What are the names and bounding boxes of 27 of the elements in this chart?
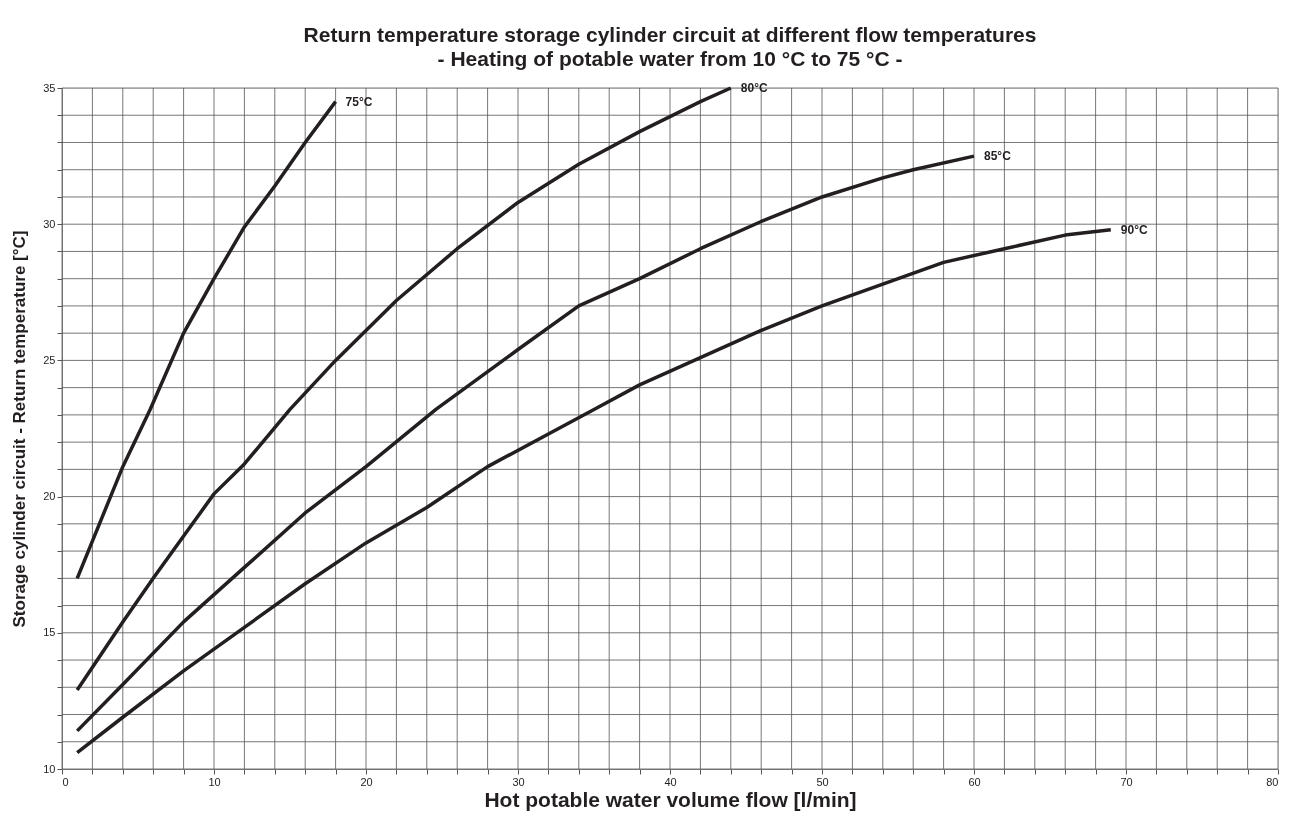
y-tick-label: 15 [43, 626, 56, 639]
x-tick-label: 80 [1266, 775, 1279, 788]
x-tick-label: 40 [664, 775, 677, 788]
y-axis-title: Storage cylinder circuit - Return temperature [°C] [10, 230, 30, 628]
x-tick-label: 0 [62, 775, 69, 788]
y-tick-label: 20 [43, 490, 56, 503]
x-tick-label: 60 [968, 775, 981, 788]
x-tick-label: 50 [816, 775, 829, 788]
line-series [75, 99, 338, 581]
line-series [75, 227, 1113, 755]
series-label: 90°C [1120, 222, 1148, 237]
chart-subtitle: - Heating of potable water from 10 °C to 75 °C - [437, 47, 903, 70]
line-series [75, 154, 976, 733]
x-tick-label: 70 [1120, 775, 1133, 788]
chart-title: Return temperature storage cylinder circuit at different flow temperatures [303, 23, 1037, 46]
series-label: 80°C [740, 81, 768, 95]
y-tick-label: 10 [43, 762, 56, 775]
series-label: 75°C [345, 94, 373, 109]
x-axis-title: Hot potable water volume flow [l/min] [484, 787, 857, 811]
y-tick-label: 30 [43, 217, 56, 230]
series-label: 85°C [984, 149, 1012, 164]
x-tick-label: 20 [360, 775, 373, 788]
y-tick-label: 25 [43, 353, 56, 366]
x-tick-label: 30 [512, 775, 525, 788]
x-tick-label: 10 [208, 775, 221, 788]
y-tick-label: 35 [43, 81, 56, 94]
line-series [75, 86, 733, 692]
